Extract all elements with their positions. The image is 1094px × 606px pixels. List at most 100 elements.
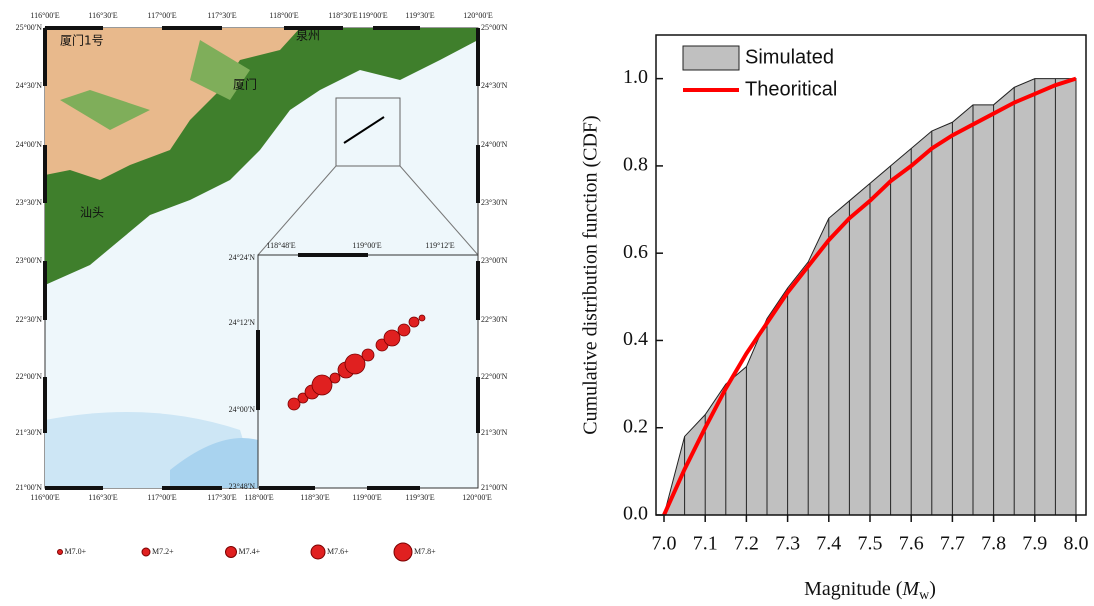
map-right-label: 22°00'N: [481, 372, 508, 381]
x-tick-label: 7.1: [693, 533, 718, 555]
map: 116°00'E 116°30'E 117°00'E 117°30'E 118°00'E…: [16, 11, 508, 561]
event: [398, 324, 410, 336]
place-label: 汕头: [80, 206, 104, 220]
inset-top-label: 118°48'E: [266, 241, 295, 250]
place-label: 厦门: [233, 77, 257, 92]
x-tick-label: 7.6: [899, 533, 924, 555]
map-right-label: 25°00'N: [481, 23, 508, 32]
scale-bar: [367, 486, 420, 490]
x-axis-label-part: ): [929, 578, 936, 600]
inset-left-label: 23°48'N: [229, 482, 256, 491]
map-bottom-label: 116°30'E: [88, 493, 117, 502]
x-tick-label: 7.0: [652, 533, 677, 555]
place-label: 泉州: [296, 29, 320, 43]
x-axis-label: Magnitude (Mw): [804, 578, 936, 604]
scale-bar: [373, 26, 420, 30]
map-left-label: 23°30'N: [16, 198, 43, 207]
x-tick-label: 7.9: [1022, 533, 1047, 555]
x-tick-label: 7.4: [816, 533, 841, 555]
map-left-label: 24°30'N: [16, 81, 43, 90]
map-right-label: 21°00'N: [481, 483, 508, 492]
legend-label: M7.8+: [414, 547, 436, 556]
page: 116°00'E 116°30'E 117°00'E 117°30'E 118°00'E…: [0, 0, 1094, 606]
event: [330, 373, 340, 383]
map-top-label: 116°30'E: [88, 11, 117, 20]
map-top-label: 118°00'E: [269, 11, 298, 20]
map-right-label: 22°30'N: [481, 315, 508, 324]
legend-symbol: [311, 545, 325, 559]
scale-bar: [476, 261, 480, 320]
legend-label: M7.2+: [152, 547, 174, 556]
map-bottom-label: 117°30'E: [207, 493, 236, 502]
scale-bar: [43, 145, 47, 203]
legend-label: M7.0+: [65, 547, 87, 556]
chart: Magnitude (Mw) Cumulative distribution f…: [580, 35, 1089, 603]
map-top-label: 118°30'E: [328, 11, 357, 20]
y-tick-label: 0.2: [623, 415, 648, 437]
x-tick-label: 7.2: [734, 533, 759, 555]
legend-label: Simulated: [745, 46, 834, 68]
scale-bar: [256, 330, 260, 410]
y-tick-label: 0.6: [623, 241, 648, 263]
scale-bar: [43, 261, 47, 320]
scale-bar: [476, 145, 480, 203]
scale-bar: [45, 486, 103, 490]
legend-symbol: [142, 548, 150, 556]
inset-frame: [258, 255, 478, 488]
x-axis-label-part: Magnitude (: [804, 578, 903, 600]
scale-bar: [298, 253, 368, 257]
legend-symbol: [58, 550, 63, 555]
inset-left-label: 24°00'N: [229, 405, 256, 414]
map-left-label: 21°30'N: [16, 428, 43, 437]
legend-swatch: [683, 46, 739, 70]
y-axis-label: Cumulative distribution function (CDF): [580, 115, 602, 434]
inset-left-label: 24°24'N: [229, 253, 256, 262]
legend-label: M7.6+: [327, 547, 349, 556]
event: [419, 315, 425, 321]
legend-symbol: [394, 543, 412, 561]
event: [362, 349, 374, 361]
scale-bar: [476, 377, 480, 433]
x-tick-label: 7.5: [858, 533, 883, 555]
map-bottom-label: 119°30'E: [405, 493, 434, 502]
map-bottom-label: 119°00'E: [352, 493, 381, 502]
map-left-label: 25°00'N: [16, 23, 43, 32]
legend-symbol: [226, 547, 237, 558]
inset-left-label: 24°12'N: [229, 318, 256, 327]
map-top-label: 116°00'E: [30, 11, 59, 20]
scale-bar: [45, 26, 103, 30]
event: [384, 330, 400, 346]
x-tick-label: 7.8: [981, 533, 1006, 555]
scale-bar: [162, 26, 222, 30]
scale-bar: [476, 28, 480, 86]
legend-label: M7.4+: [239, 547, 261, 556]
map-left-label: 22°00'N: [16, 372, 43, 381]
map-left-label: 24°00'N: [16, 140, 43, 149]
x-tick-label: 7.7: [940, 533, 965, 555]
y-tick-label: 0.0: [623, 503, 648, 525]
legend-label: Theoritical: [745, 78, 837, 100]
map-top-label: 117°00'E: [147, 11, 176, 20]
map-bottom-label: 118°00'E: [244, 493, 273, 502]
scale-bar: [259, 486, 315, 490]
place-label: 厦门1号: [60, 33, 104, 48]
scale-bar: [43, 28, 47, 86]
inset-top-label: 119°00'E: [352, 241, 381, 250]
map-bottom-label: 117°00'E: [147, 493, 176, 502]
map-bottom-label: 120°00'E: [462, 493, 492, 502]
map-top-label: 120°00'E: [463, 11, 493, 20]
map-right-label: 24°00'N: [481, 140, 508, 149]
x-tick-label: 8.0: [1064, 533, 1089, 555]
figure: 116°00'E 116°30'E 117°00'E 117°30'E 118°00'E…: [0, 0, 1094, 606]
map-right-label: 23°30'N: [481, 198, 508, 207]
map-bottom-label: 116°00'E: [30, 493, 59, 502]
y-tick-label: 0.8: [623, 154, 648, 176]
map-top-label: 119°30'E: [405, 11, 434, 20]
map-top-label: 119°00'E: [358, 11, 387, 20]
map-right-label: 23°00'N: [481, 256, 508, 265]
map-left-label: 22°30'N: [16, 315, 43, 324]
inset-top-label: 119°12'E: [425, 241, 454, 250]
map-right-label: 21°30'N: [481, 428, 508, 437]
map-top-label: 117°30'E: [207, 11, 236, 20]
map-left-label: 21°00'N: [16, 483, 43, 492]
